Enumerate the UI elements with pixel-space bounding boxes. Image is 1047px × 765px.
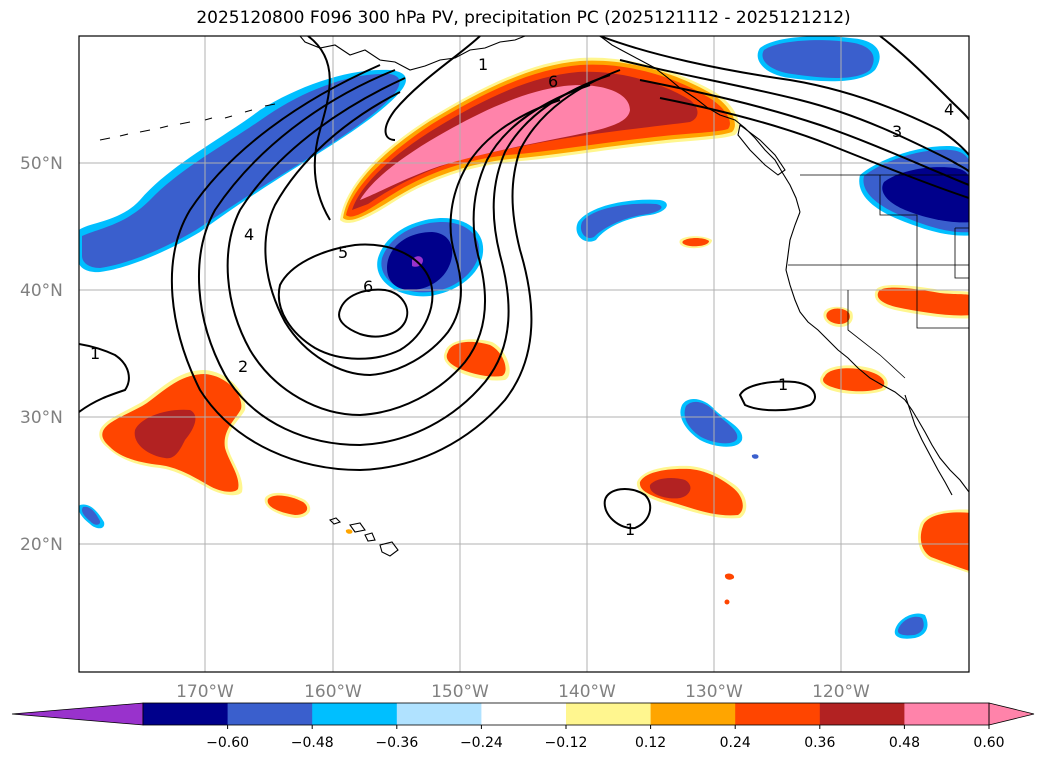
- colorbar-segment: [650, 703, 736, 725]
- colorbar-segment: [735, 703, 821, 725]
- latitude-labels: 50°N 40°N 30°N 20°N: [20, 154, 63, 555]
- colorbar-tick-label: −0.36: [375, 735, 418, 751]
- colorbar-tick-label: 0.12: [635, 735, 666, 751]
- lon-label: 150°W: [431, 682, 489, 702]
- positive-precip-anomaly-regions: [99, 57, 969, 605]
- contour-labels: 1 2 3 4 4 5 6 6 1 1 1: [90, 55, 954, 539]
- contour-label: 4: [944, 100, 954, 119]
- map-frame: [78, 35, 970, 673]
- coastlines: [99, 36, 969, 557]
- colorbar-extend-high: [988, 702, 1035, 726]
- colorbar-segment: [312, 703, 398, 725]
- colorbar-segment: [227, 703, 313, 725]
- colorbar-tick-label: −0.12: [545, 735, 588, 751]
- contour-label: 6: [548, 72, 558, 91]
- colorbar-segment: [143, 703, 229, 725]
- lon-label: 170°W: [176, 682, 234, 702]
- contour-label: 2: [238, 357, 248, 376]
- colorbar-tick-label: 0.24: [720, 735, 751, 751]
- contour-label: 4: [244, 225, 254, 244]
- lon-label: 140°W: [558, 682, 616, 702]
- colorbar-tick-label: 0.60: [973, 735, 1004, 751]
- lat-label: 40°N: [20, 281, 63, 301]
- colorbar-segment: [904, 703, 990, 725]
- graticule: [79, 36, 969, 672]
- map-content: 1 2 3 4 4 5 6 6 1 1 1: [79, 36, 969, 672]
- colorbar-tick-label: −0.48: [291, 735, 334, 751]
- colorbar-tick-label: −0.24: [460, 735, 503, 751]
- contour-label: 1: [625, 520, 635, 539]
- colorbar: −0.60 −0.48 −0.36 −0.24 −0.12 0.12 0.24 0.36 0.4…: [11, 702, 1035, 751]
- colorbar-segment: [396, 703, 482, 725]
- lat-label: 50°N: [20, 154, 63, 174]
- colorbar-segment: [566, 703, 652, 725]
- colorbar-tick-label: 0.48: [889, 735, 920, 751]
- lon-label: 160°W: [304, 682, 362, 702]
- colorbar-segment: [481, 703, 567, 725]
- contour-label: 6: [363, 277, 373, 296]
- longitude-labels: 170°W 160°W 150°W 140°W 130°W 120°W: [176, 682, 870, 702]
- colorbar-extend-low: [11, 702, 144, 726]
- contour-label: 3: [892, 122, 902, 141]
- lat-label: 20°N: [20, 535, 63, 555]
- contour-label: 1: [478, 55, 488, 74]
- negative-precip-anomaly-regions: [79, 36, 969, 639]
- colorbar-segment: [819, 703, 905, 725]
- contour-label: 1: [90, 344, 100, 363]
- colorbar-tick-label: 0.36: [804, 735, 835, 751]
- lon-label: 120°W: [812, 682, 870, 702]
- lon-label: 130°W: [685, 682, 743, 702]
- map-title: 2025120800 F096 300 hPa PV, precipitatio…: [196, 8, 851, 28]
- colorbar-tick-label: −0.60: [206, 735, 249, 751]
- pv-contours: [79, 36, 969, 530]
- contour-label: 5: [338, 243, 348, 262]
- contour-label: 1: [778, 375, 788, 394]
- lat-label: 30°N: [20, 408, 63, 428]
